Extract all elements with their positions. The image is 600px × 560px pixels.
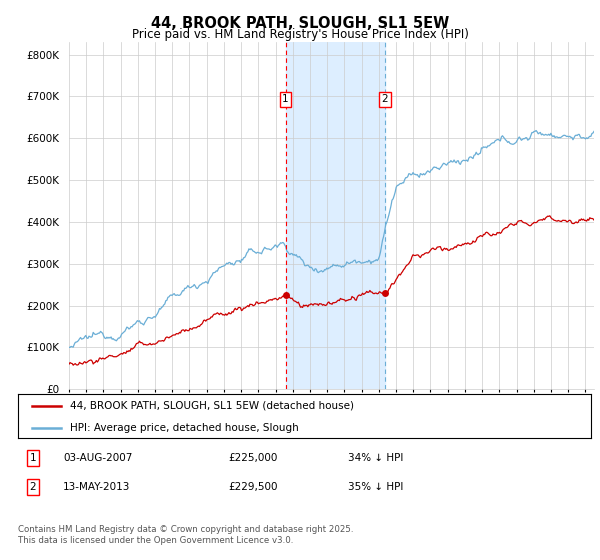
Text: 03-AUG-2007: 03-AUG-2007 xyxy=(63,453,133,463)
Text: 1: 1 xyxy=(29,453,37,463)
Text: HPI: Average price, detached house, Slough: HPI: Average price, detached house, Slou… xyxy=(70,423,298,433)
Text: 44, BROOK PATH, SLOUGH, SL1 5EW (detached house): 44, BROOK PATH, SLOUGH, SL1 5EW (detache… xyxy=(70,400,353,410)
Text: 2: 2 xyxy=(29,482,37,492)
Text: Price paid vs. HM Land Registry's House Price Index (HPI): Price paid vs. HM Land Registry's House … xyxy=(131,28,469,41)
Text: £229,500: £229,500 xyxy=(228,482,277,492)
Text: £225,000: £225,000 xyxy=(228,453,277,463)
Text: 44, BROOK PATH, SLOUGH, SL1 5EW: 44, BROOK PATH, SLOUGH, SL1 5EW xyxy=(151,16,449,31)
Text: 2: 2 xyxy=(382,94,388,104)
Bar xyxy=(286,42,385,389)
Text: 34% ↓ HPI: 34% ↓ HPI xyxy=(348,453,403,463)
Text: 13-MAY-2013: 13-MAY-2013 xyxy=(63,482,130,492)
Text: 1: 1 xyxy=(282,94,289,104)
Text: Contains HM Land Registry data © Crown copyright and database right 2025.
This d: Contains HM Land Registry data © Crown c… xyxy=(18,525,353,545)
Text: 35% ↓ HPI: 35% ↓ HPI xyxy=(348,482,403,492)
